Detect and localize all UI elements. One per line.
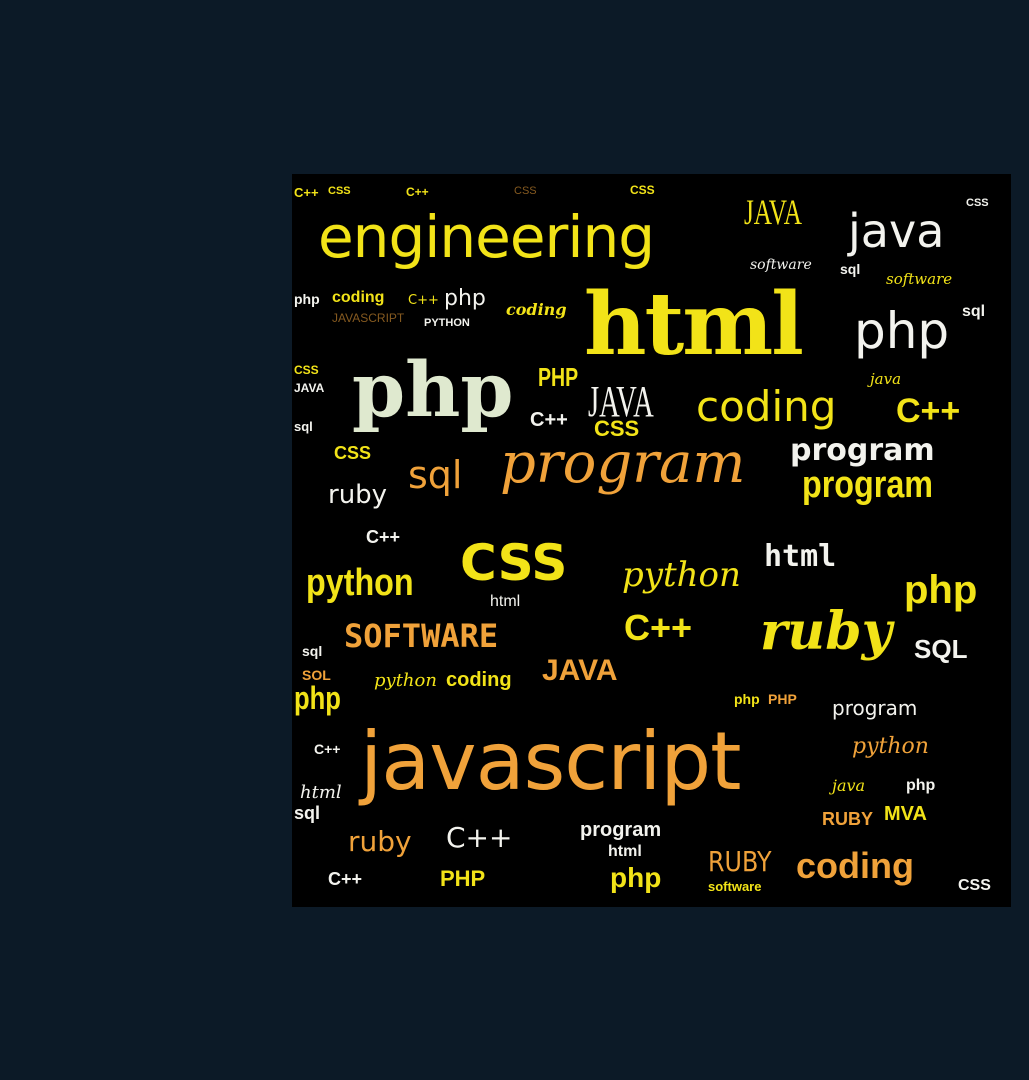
word-cpp-left-2: C++ xyxy=(366,527,401,547)
word-sql-small-left: sql xyxy=(294,803,321,823)
word-php-right-2: php xyxy=(904,568,978,612)
word-sql-left: sql xyxy=(294,419,313,434)
word-php-big: php xyxy=(352,345,514,434)
word-coding-mid: coding xyxy=(696,382,837,431)
word-python-top: PYTHON xyxy=(424,317,470,329)
word-python-right: python xyxy=(852,734,929,759)
word-cpp-small-1: C++ xyxy=(408,293,439,308)
word-php-small-2: php xyxy=(444,286,486,311)
word-ruby-caps: RUBY xyxy=(708,845,772,878)
word-coding-bottom: coding xyxy=(796,845,914,886)
word-php-top: php xyxy=(294,291,320,307)
word-css-big: CSS xyxy=(460,534,568,592)
word-software-top2: software xyxy=(886,270,953,288)
word-css-top-faint: CSS xyxy=(514,185,537,197)
word-php-caps-bottom: PHP xyxy=(440,866,486,891)
word-sql-top: sql xyxy=(840,261,861,277)
word-javascript-small: JAVASCRIPT xyxy=(332,311,405,325)
word-sql-mid: sql xyxy=(408,453,463,497)
word-ruby-script: ruby xyxy=(760,601,892,662)
word-sol-left: SOL xyxy=(302,667,331,683)
word-program-bold: program xyxy=(790,433,935,468)
word-sql-right: SQL xyxy=(914,634,968,664)
word-css-left: CSS xyxy=(294,363,319,377)
word-php-caps-mid: PHP xyxy=(768,691,797,707)
word-cpp-top-left: C++ xyxy=(294,185,319,200)
word-html-small: html xyxy=(608,843,642,860)
word-engineering: engineering xyxy=(318,203,655,271)
word-php-left-low: php xyxy=(294,680,341,716)
word-html-big: html xyxy=(584,274,804,375)
word-css-top3: CSS xyxy=(630,183,655,197)
word-program-bottom: program xyxy=(580,819,662,841)
word-html-small-left: html xyxy=(300,782,342,803)
word-java-mid: JAVA xyxy=(588,377,654,426)
word-coding-low: coding xyxy=(446,669,512,691)
word-php-small-3: php xyxy=(906,777,936,794)
word-coding-top: coding xyxy=(332,289,385,306)
word-html-mid: html xyxy=(764,539,837,574)
word-php-right: php xyxy=(854,302,950,360)
word-python-script: python xyxy=(622,555,741,595)
word-php-small-1: PHP xyxy=(538,362,579,392)
word-java-low: JAVA xyxy=(542,654,618,687)
word-java-small: java xyxy=(832,776,866,795)
word-java-right: java xyxy=(870,370,902,388)
word-python-left: python xyxy=(306,562,414,604)
word-html-mid-small: html xyxy=(490,593,521,610)
word-css-mid: CSS xyxy=(594,416,640,441)
word-cpp-bottom-left: C++ xyxy=(328,869,363,889)
word-software-bottom: software xyxy=(708,879,762,894)
word-ruby-left: ruby xyxy=(328,480,388,510)
word-mva-small: MVA xyxy=(884,803,927,825)
word-sql-right-top: sql xyxy=(962,303,986,320)
word-program-right: program xyxy=(802,464,934,506)
word-cpp-top2: C++ xyxy=(406,185,429,199)
word-css-left-2: CSS xyxy=(334,443,372,463)
word-css-top: CSS xyxy=(328,185,351,197)
word-css-bottom-right: CSS xyxy=(958,877,991,894)
word-cpp-left-low: C++ xyxy=(314,741,341,757)
word-program-script: program xyxy=(500,431,746,496)
word-css-top-right: CSS xyxy=(966,197,989,209)
word-python-small: python xyxy=(374,670,437,691)
word-ruby-small: RUBY xyxy=(822,809,874,829)
word-software: SOFTWARE xyxy=(344,617,499,655)
word-cpp-mid: C++ xyxy=(624,607,693,648)
word-php-left-2: php xyxy=(734,691,760,707)
word-cpp-small-left: C++ xyxy=(530,409,568,431)
programming-word-cloud-image: C++ CSS C++ CSS CSS engineering JAVA jav… xyxy=(292,174,1011,907)
word-cpp-right: C++ xyxy=(896,392,961,430)
word-ruby-bottom: ruby xyxy=(348,825,412,858)
word-cpp-bottom: C++ xyxy=(446,821,513,854)
word-java-top: java xyxy=(848,204,945,258)
word-java-left: JAVA xyxy=(294,381,325,395)
word-software-top: software xyxy=(750,257,812,273)
word-program-mid-small: program xyxy=(832,696,918,720)
word-php-bottom: php xyxy=(610,862,662,893)
word-sql-small: sql xyxy=(302,643,323,659)
word-coding-small-2: coding xyxy=(506,300,567,319)
word-javascript: javascript xyxy=(360,715,742,808)
word-java-caps-top: JAVA xyxy=(744,192,802,232)
